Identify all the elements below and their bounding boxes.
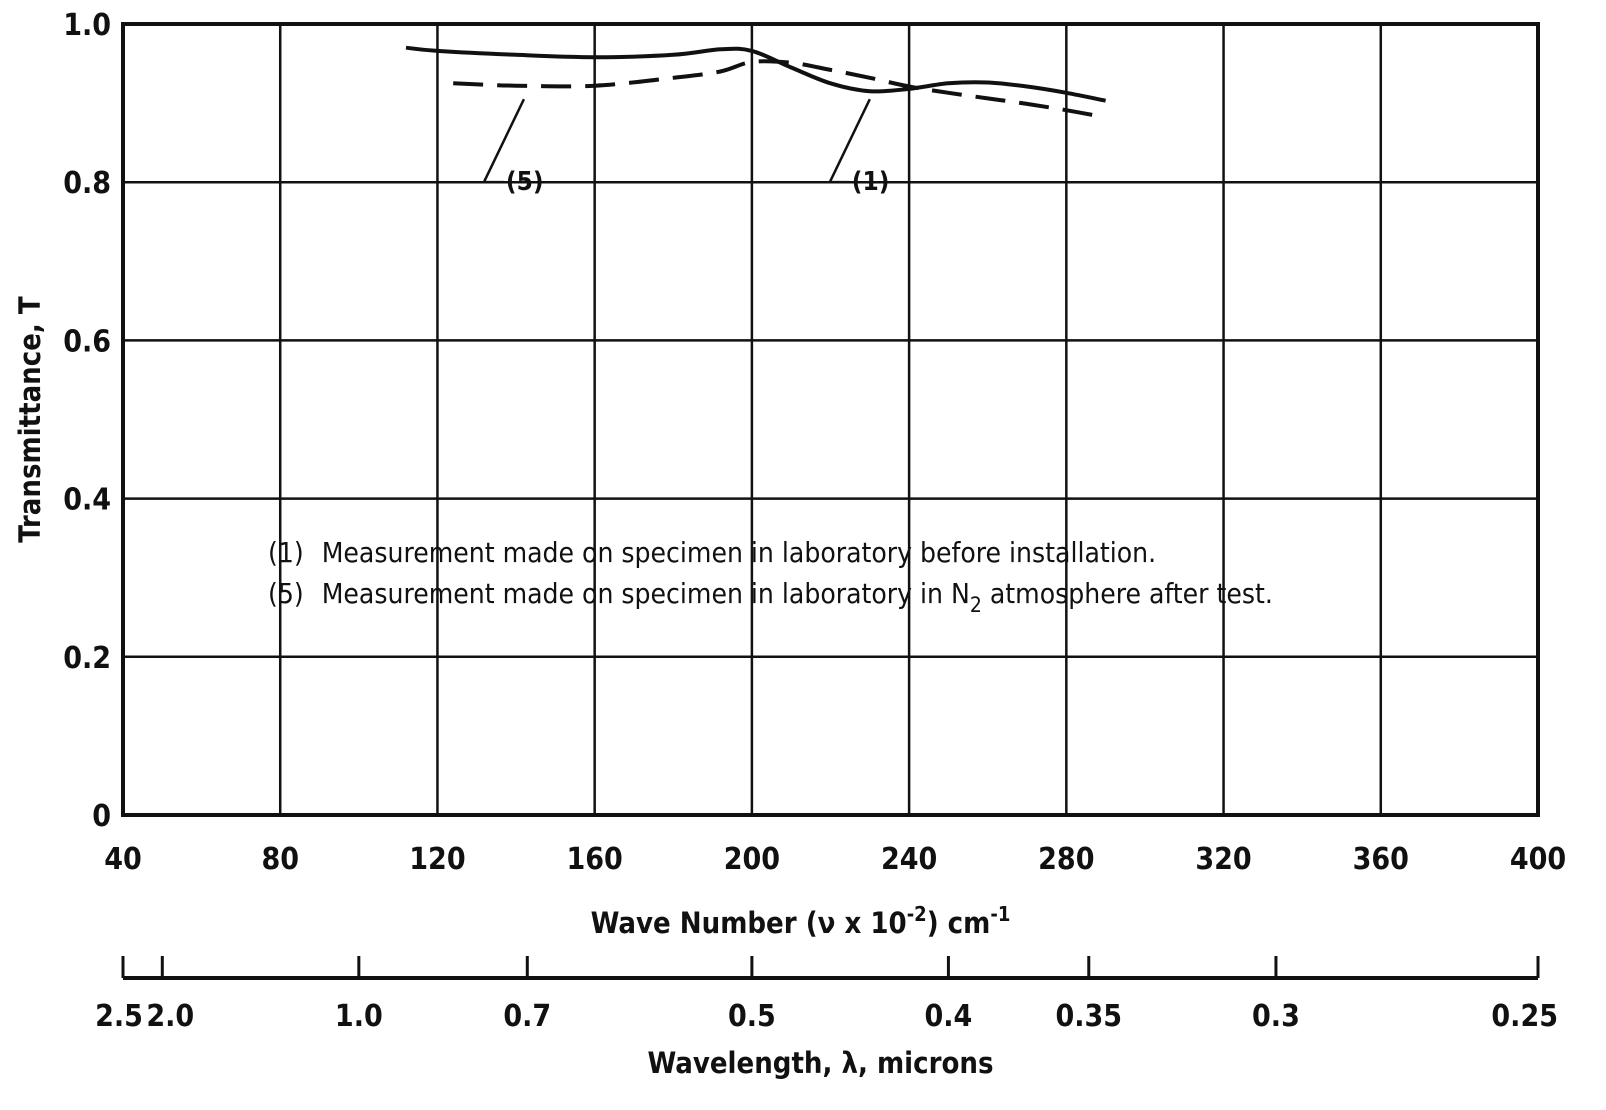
wavelength-tick-label: 2.5 xyxy=(95,999,143,1034)
callout-leader xyxy=(827,98,871,184)
y-tick-label: 1.0 xyxy=(63,8,111,43)
x-tick-label: 160 xyxy=(566,842,622,877)
wavelength-tick-label: 2.0 xyxy=(146,999,194,1034)
y-tick-labels: 0 0.2 0.4 0.6 0.8 1.0 xyxy=(63,8,111,834)
legend-text-after-5: atmosphere after test. xyxy=(982,577,1273,610)
x-tick-label: 360 xyxy=(1353,842,1409,877)
x-axis-label-units: ) cm xyxy=(927,906,991,940)
curve-label: (5) xyxy=(506,167,544,197)
x-tick-label: 80 xyxy=(261,842,299,877)
curve-label: (1) xyxy=(852,167,890,197)
legend-entry-1: (1) Measurement made on specimen in labor… xyxy=(268,536,1156,569)
wavelength-tick-label: 0.7 xyxy=(503,999,551,1034)
x-tick-label: 320 xyxy=(1195,842,1251,877)
series-line-1 xyxy=(405,45,1106,103)
legend-marker-5: (5) xyxy=(268,577,304,610)
wavelength-tick-label: 0.5 xyxy=(728,999,776,1034)
legend-subscript-5: 2 xyxy=(970,593,982,617)
y-tick-label: 0.6 xyxy=(63,324,111,359)
y-tick-label: 0.8 xyxy=(63,166,111,201)
x-tick-labels: 40 80 120 160 200 240 280 320 360 400 xyxy=(104,842,1566,877)
y-axis-label: Transmittance, T xyxy=(13,296,47,543)
wavelength-tick-label: 0.35 xyxy=(1055,999,1122,1034)
legend: (1) Measurement made on specimen in labor… xyxy=(268,536,1273,617)
wavelength-tick-label: 0.25 xyxy=(1491,999,1558,1034)
x-tick-label: 400 xyxy=(1510,842,1566,877)
legend-text-1: Measurement made on specimen in laborato… xyxy=(322,536,1156,569)
legend-marker-1: (1) xyxy=(268,536,304,569)
x-tick-label: 120 xyxy=(409,842,465,877)
legend-text-5: Measurement made on specimen in laborato… xyxy=(322,577,970,610)
wavelength-tick-label: 1.0 xyxy=(335,999,383,1034)
wavelength-axis-label: Wavelength, λ, microns xyxy=(648,1046,994,1080)
x-tick-label: 40 xyxy=(104,842,142,877)
series-group xyxy=(405,45,1106,120)
x-tick-label: 280 xyxy=(1038,842,1094,877)
callout-leader xyxy=(481,98,526,184)
x-tick-label: 240 xyxy=(881,842,937,877)
wavelength-ticks: 2.5 2.0 1.0 0.7 0.5 0.4 0.35 0.3 0.25 xyxy=(95,956,1558,1034)
x-axis-label-exponent: -2 xyxy=(907,902,927,926)
plot-frame xyxy=(121,22,1540,817)
wavelength-axis: 2.5 2.0 1.0 0.7 0.5 0.4 0.35 0.3 0.25 xyxy=(95,956,1558,1034)
legend-entry-5: (5) Measurement made on specimen in labor… xyxy=(268,577,1273,617)
y-tick-label: 0 xyxy=(92,799,111,834)
series-line-5 xyxy=(453,59,1106,120)
y-tick-label: 0.4 xyxy=(63,483,111,518)
x-axis-label: Wave Number (ν x 10-2) cm-1 xyxy=(591,902,1011,940)
x-axis-label-units-exponent: -1 xyxy=(990,902,1010,926)
y-tick-label: 0.2 xyxy=(63,641,111,676)
wavelength-tick-label: 0.3 xyxy=(1252,999,1300,1034)
curve-callouts: (5) (1) xyxy=(481,98,890,197)
x-tick-label: 200 xyxy=(724,842,780,877)
grid xyxy=(123,24,1538,815)
wavelength-tick-label: 0.4 xyxy=(925,999,973,1034)
x-axis-label-text: Wave Number (ν x 10 xyxy=(591,906,907,940)
